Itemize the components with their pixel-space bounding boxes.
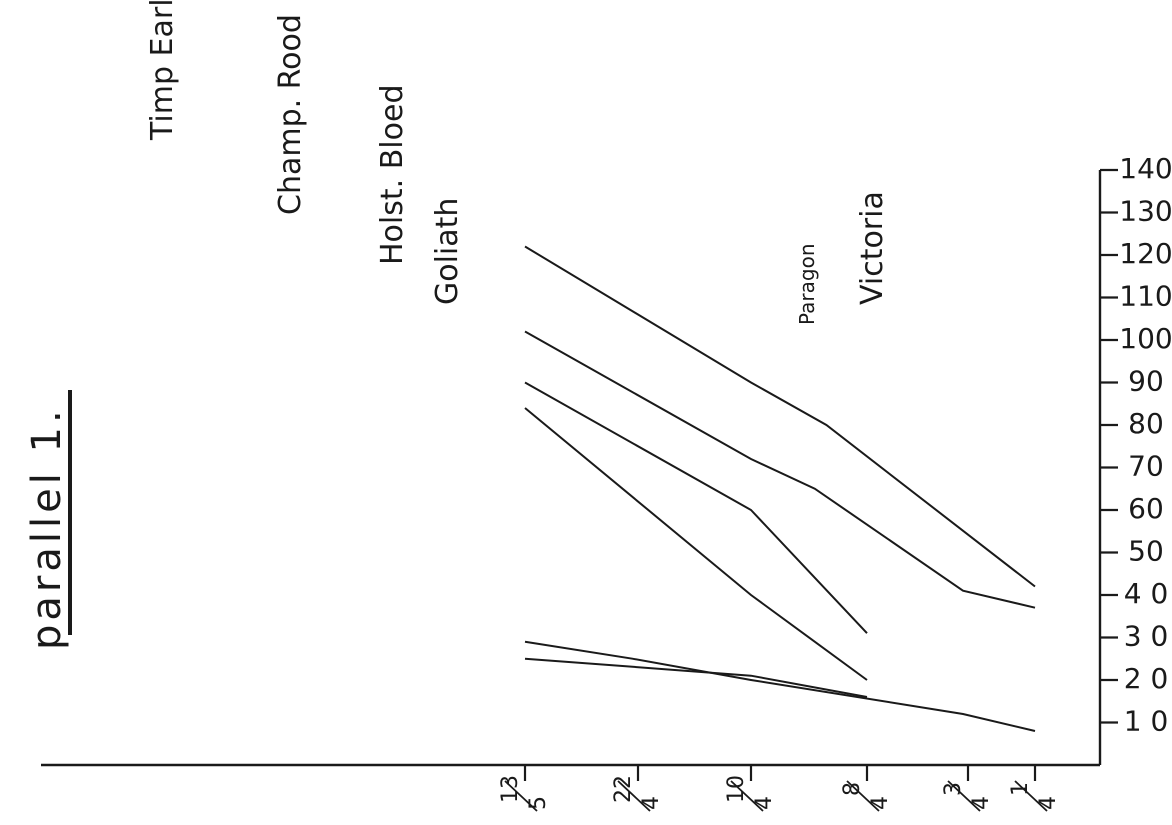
y-tick-label: 120 [1119, 237, 1172, 270]
y-tick-label: 60 [1128, 492, 1164, 525]
x-tick-denominator: 4 [969, 796, 994, 810]
x-tick-denominator: 4 [752, 796, 777, 810]
series-label: Champ. Rood [273, 14, 308, 215]
x-tick-slash [947, 780, 981, 812]
y-tick-label: 90 [1128, 365, 1164, 398]
x-tick-label: 34 [941, 780, 994, 812]
series-line [524, 330, 1036, 609]
series-label: Holst. Bloed [375, 85, 410, 265]
series-group: Timp Early Champ. Rood Holst. Bloed Goliath… [145, 0, 1036, 732]
y-tick-label: 140 [1119, 152, 1172, 185]
x-tick-numerator: 10 [724, 775, 749, 803]
x-tick-numerator: 22 [611, 775, 636, 803]
y-tick-label: 4 0 [1124, 577, 1169, 610]
series-line [524, 407, 868, 681]
series-line [524, 381, 868, 634]
series-label: Victoria [855, 191, 890, 305]
series-line [524, 657, 868, 698]
y-tick-label: 3 0 [1124, 620, 1169, 653]
x-tick-slash [1014, 780, 1048, 812]
x-tick-slash [617, 780, 651, 812]
x-tick-denominator: 4 [868, 796, 893, 810]
y-tick-label: 1 0 [1124, 705, 1169, 738]
y-tick-label: 110 [1119, 280, 1172, 313]
y-tick-label: 50 [1128, 535, 1164, 568]
y-tick-label: 70 [1128, 450, 1164, 483]
chart-title: parallel 1. [24, 406, 70, 650]
x-tick-slash [504, 780, 538, 812]
series-label: Paragon [795, 243, 819, 325]
series-line [524, 245, 1036, 588]
series-label: Goliath [430, 198, 465, 305]
y-tick-label: 130 [1119, 195, 1172, 228]
series-label: Timp Early [145, 0, 180, 141]
x-tick-label: 22 4 [611, 775, 664, 812]
x-tick-label: 13 5 [498, 775, 551, 812]
x-tick-label: 84 [840, 780, 893, 812]
x-tick-denominator: 4 [639, 796, 664, 810]
x-tick-slash [730, 780, 764, 812]
series-line [524, 640, 1036, 732]
x-tick-numerator: 13 [498, 775, 523, 803]
x-tick-slash [846, 780, 880, 812]
y-tick-label: 80 [1128, 407, 1164, 440]
x-tick-label: 10 4 [724, 775, 777, 812]
y-tick-label: 2 0 [1124, 662, 1169, 695]
x-tick-label: 14 [1008, 780, 1061, 812]
x-tick-denominator: 5 [526, 796, 551, 810]
x-tick-denominator: 4 [1036, 796, 1061, 810]
y-tick-label: 100 [1119, 322, 1172, 355]
